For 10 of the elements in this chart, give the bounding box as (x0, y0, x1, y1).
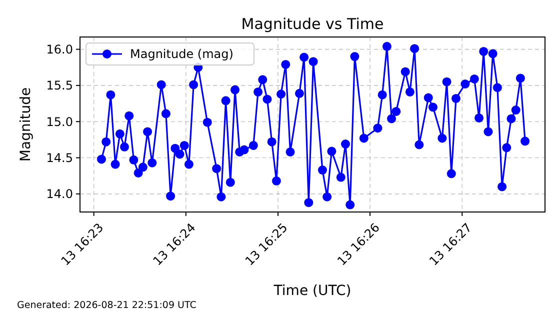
y-tick-label: 16.0 (46, 42, 73, 56)
y-tick-label: 15.0 (46, 114, 73, 129)
y-tick-label: 15.5 (46, 78, 73, 93)
chart-title: Magnitude vs Time (241, 15, 384, 33)
legend-label: Magnitude (mag) (130, 47, 234, 62)
y-tick-label: 14.5 (46, 150, 73, 165)
y-tick-label: 14.0 (46, 187, 73, 202)
y-axis-title: Magnitude (18, 87, 34, 162)
x-axis-title: Time (UTC) (272, 283, 352, 299)
text: Generated: 2026-08-21 22:51:09 UTC (17, 300, 197, 311)
